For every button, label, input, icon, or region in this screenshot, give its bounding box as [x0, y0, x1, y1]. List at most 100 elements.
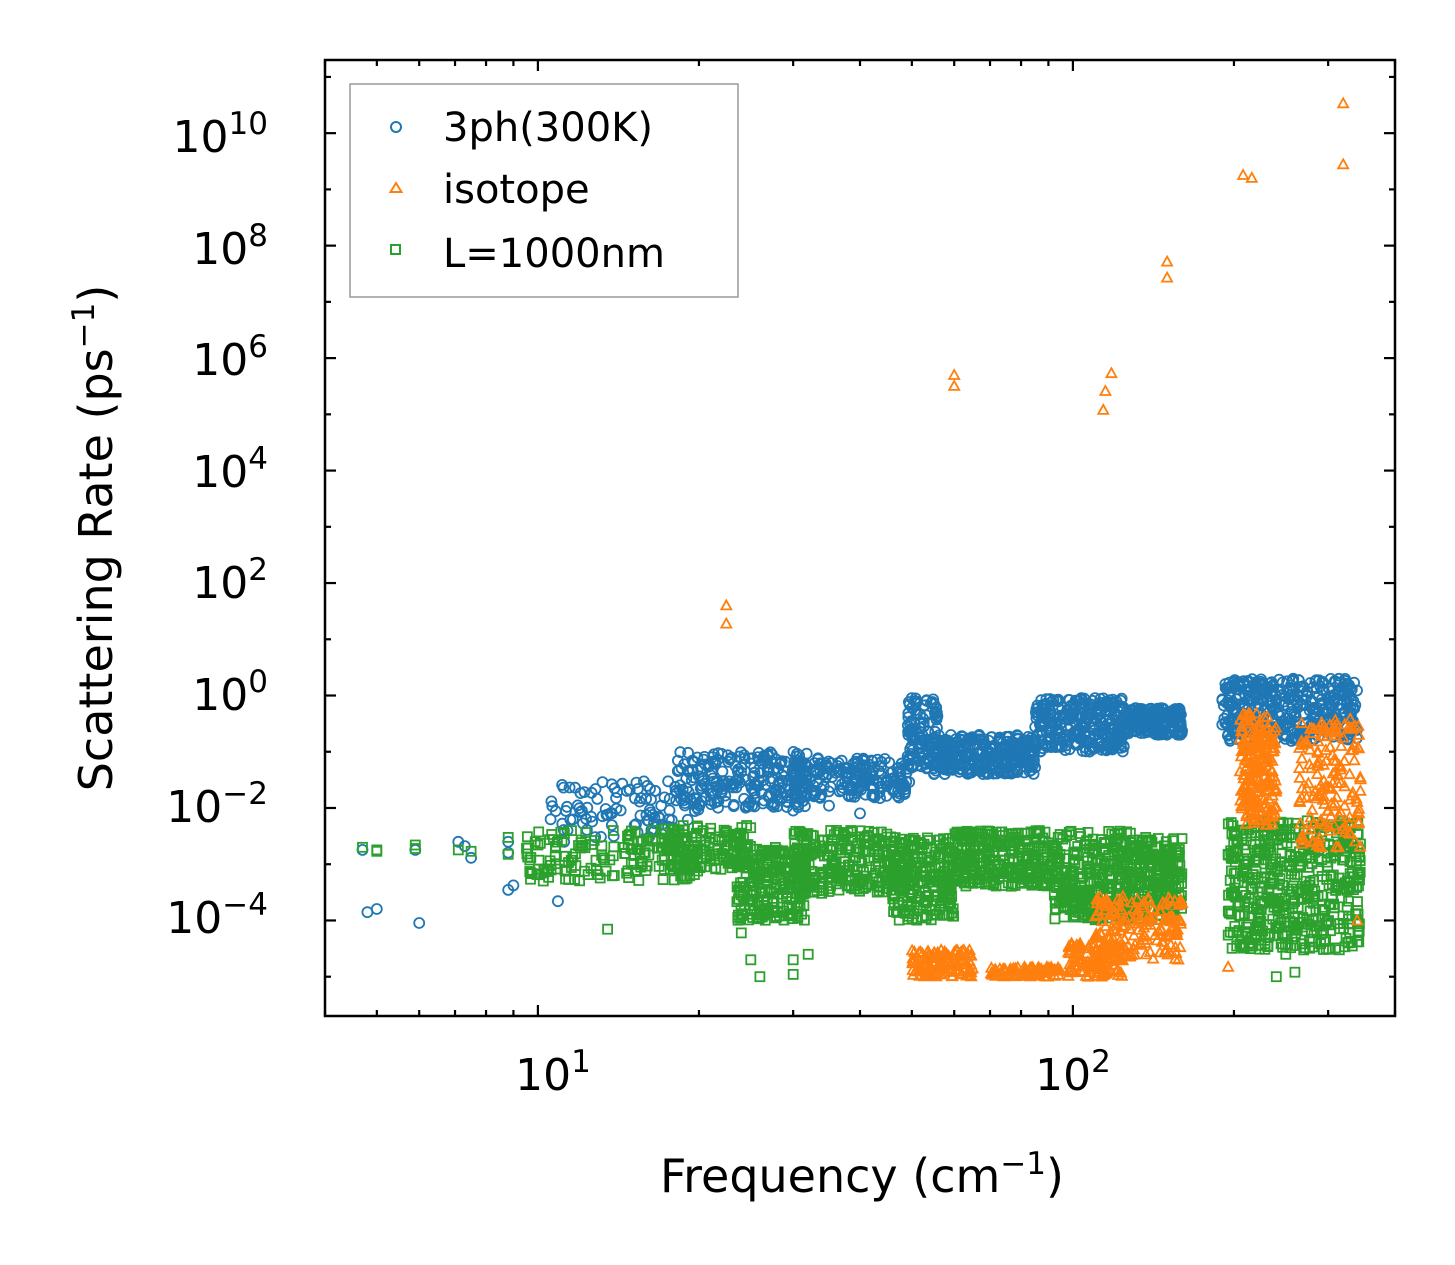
- data-point-square: [560, 865, 572, 877]
- data-point-circle: [1087, 712, 1100, 725]
- data-point-circle: [1035, 724, 1048, 737]
- data-point-circle: [930, 702, 942, 715]
- data-point-circle: [920, 694, 933, 707]
- data-point-triangle: [1127, 928, 1141, 941]
- data-point-square: [607, 850, 619, 862]
- data-point-square: [802, 948, 814, 960]
- data-point-circle: [943, 736, 956, 749]
- data-point-circle: [891, 790, 904, 802]
- data-point-circle: [669, 780, 682, 793]
- data-point-circle: [1041, 741, 1053, 753]
- data-point-circle: [1286, 705, 1298, 718]
- data-point-circle: [1267, 685, 1279, 697]
- data-point-circle: [1011, 766, 1024, 778]
- data-point-circle: [1290, 696, 1303, 709]
- data-point-circle: [1281, 675, 1293, 688]
- data-point-circle: [1018, 766, 1031, 779]
- data-point-circle: [910, 707, 923, 720]
- data-point-circle: [880, 790, 893, 802]
- data-point-circle: [696, 772, 709, 785]
- data-point-circle: [891, 771, 904, 784]
- data-point-circle: [1266, 696, 1278, 709]
- data-point-circle: [1268, 702, 1281, 715]
- data-point-circle: [866, 782, 879, 794]
- data-point-square: [608, 841, 620, 853]
- data-point-circle: [928, 768, 940, 780]
- data-point-circle: [1050, 719, 1063, 732]
- data-point-circle: [871, 753, 884, 766]
- data-point-square: [647, 825, 658, 836]
- data-point-circle: [973, 729, 986, 741]
- data-point-circle: [361, 906, 374, 919]
- data-point-circle: [1064, 703, 1077, 716]
- data-point-circle: [640, 792, 652, 805]
- data-point-circle: [730, 774, 743, 786]
- data-point-circle: [745, 757, 757, 770]
- data-point-square: [1289, 966, 1301, 978]
- data-point-circle: [1074, 726, 1087, 738]
- data-point-circle: [610, 792, 622, 804]
- data-point-circle: [823, 799, 835, 812]
- data-point-square: [579, 865, 590, 877]
- data-point-square: [705, 853, 717, 864]
- data-point-square: [718, 848, 730, 860]
- data-point-circle: [931, 710, 944, 722]
- data-point-circle: [552, 895, 564, 908]
- data-point-square: [559, 828, 570, 839]
- data-point-circle: [578, 786, 591, 798]
- data-point-square: [522, 831, 533, 843]
- data-point-square: [633, 875, 645, 886]
- data-point-circle: [607, 830, 620, 842]
- data-point-circle: [465, 851, 478, 864]
- data-point-circle: [1265, 676, 1278, 689]
- data-point-square: [582, 869, 594, 880]
- data-point-square: [722, 831, 734, 843]
- data-point-circle: [1310, 701, 1323, 714]
- data-point-circle: [1155, 719, 1168, 731]
- data-point-circle: [1057, 731, 1070, 744]
- data-point-circle: [596, 776, 609, 788]
- data-point-circle: [1340, 733, 1353, 745]
- data-point-circle: [817, 780, 830, 793]
- data-point-circle: [904, 718, 916, 730]
- data-point-circle: [763, 789, 775, 802]
- data-point-circle: [1286, 674, 1299, 687]
- data-point-square: [638, 847, 650, 859]
- data-point-square: [590, 854, 602, 866]
- data-point-circle: [905, 760, 918, 773]
- data-point-square: [699, 839, 711, 851]
- data-point-circle: [905, 692, 918, 704]
- data-point-square: [686, 860, 697, 871]
- data-point-circle: [1294, 681, 1307, 693]
- data-point-circle: [1104, 721, 1117, 734]
- data-point-square: [641, 835, 652, 847]
- data-point-circle: [1289, 709, 1302, 722]
- data-point-square: [534, 837, 546, 849]
- data-point-circle: [874, 780, 887, 793]
- data-point-circle: [1109, 697, 1122, 710]
- data-point-circle: [780, 801, 793, 813]
- data-point-circle: [648, 817, 660, 829]
- data-point-circle: [761, 754, 773, 767]
- data-point-circle: [1288, 708, 1300, 720]
- data-point-circle: [775, 755, 788, 767]
- data-point-square: [682, 840, 694, 852]
- data-point-square: [600, 865, 612, 877]
- data-point-circle: [746, 752, 759, 765]
- data-point-circle: [1127, 705, 1140, 717]
- data-point-circle: [922, 755, 934, 767]
- data-point-circle: [753, 754, 765, 767]
- data-point-circle: [693, 797, 705, 810]
- data-point-circle: [901, 750, 914, 763]
- data-point-circle: [1150, 728, 1162, 741]
- data-point-circle: [1243, 676, 1256, 688]
- data-point-circle: [744, 778, 757, 791]
- data-point-square: [534, 869, 545, 881]
- data-point-circle: [714, 780, 727, 793]
- data-point-circle: [725, 751, 738, 764]
- data-point-circle: [883, 756, 896, 769]
- data-point-circle: [549, 805, 562, 817]
- data-point-circle: [1345, 708, 1357, 721]
- data-point-circle: [839, 770, 852, 782]
